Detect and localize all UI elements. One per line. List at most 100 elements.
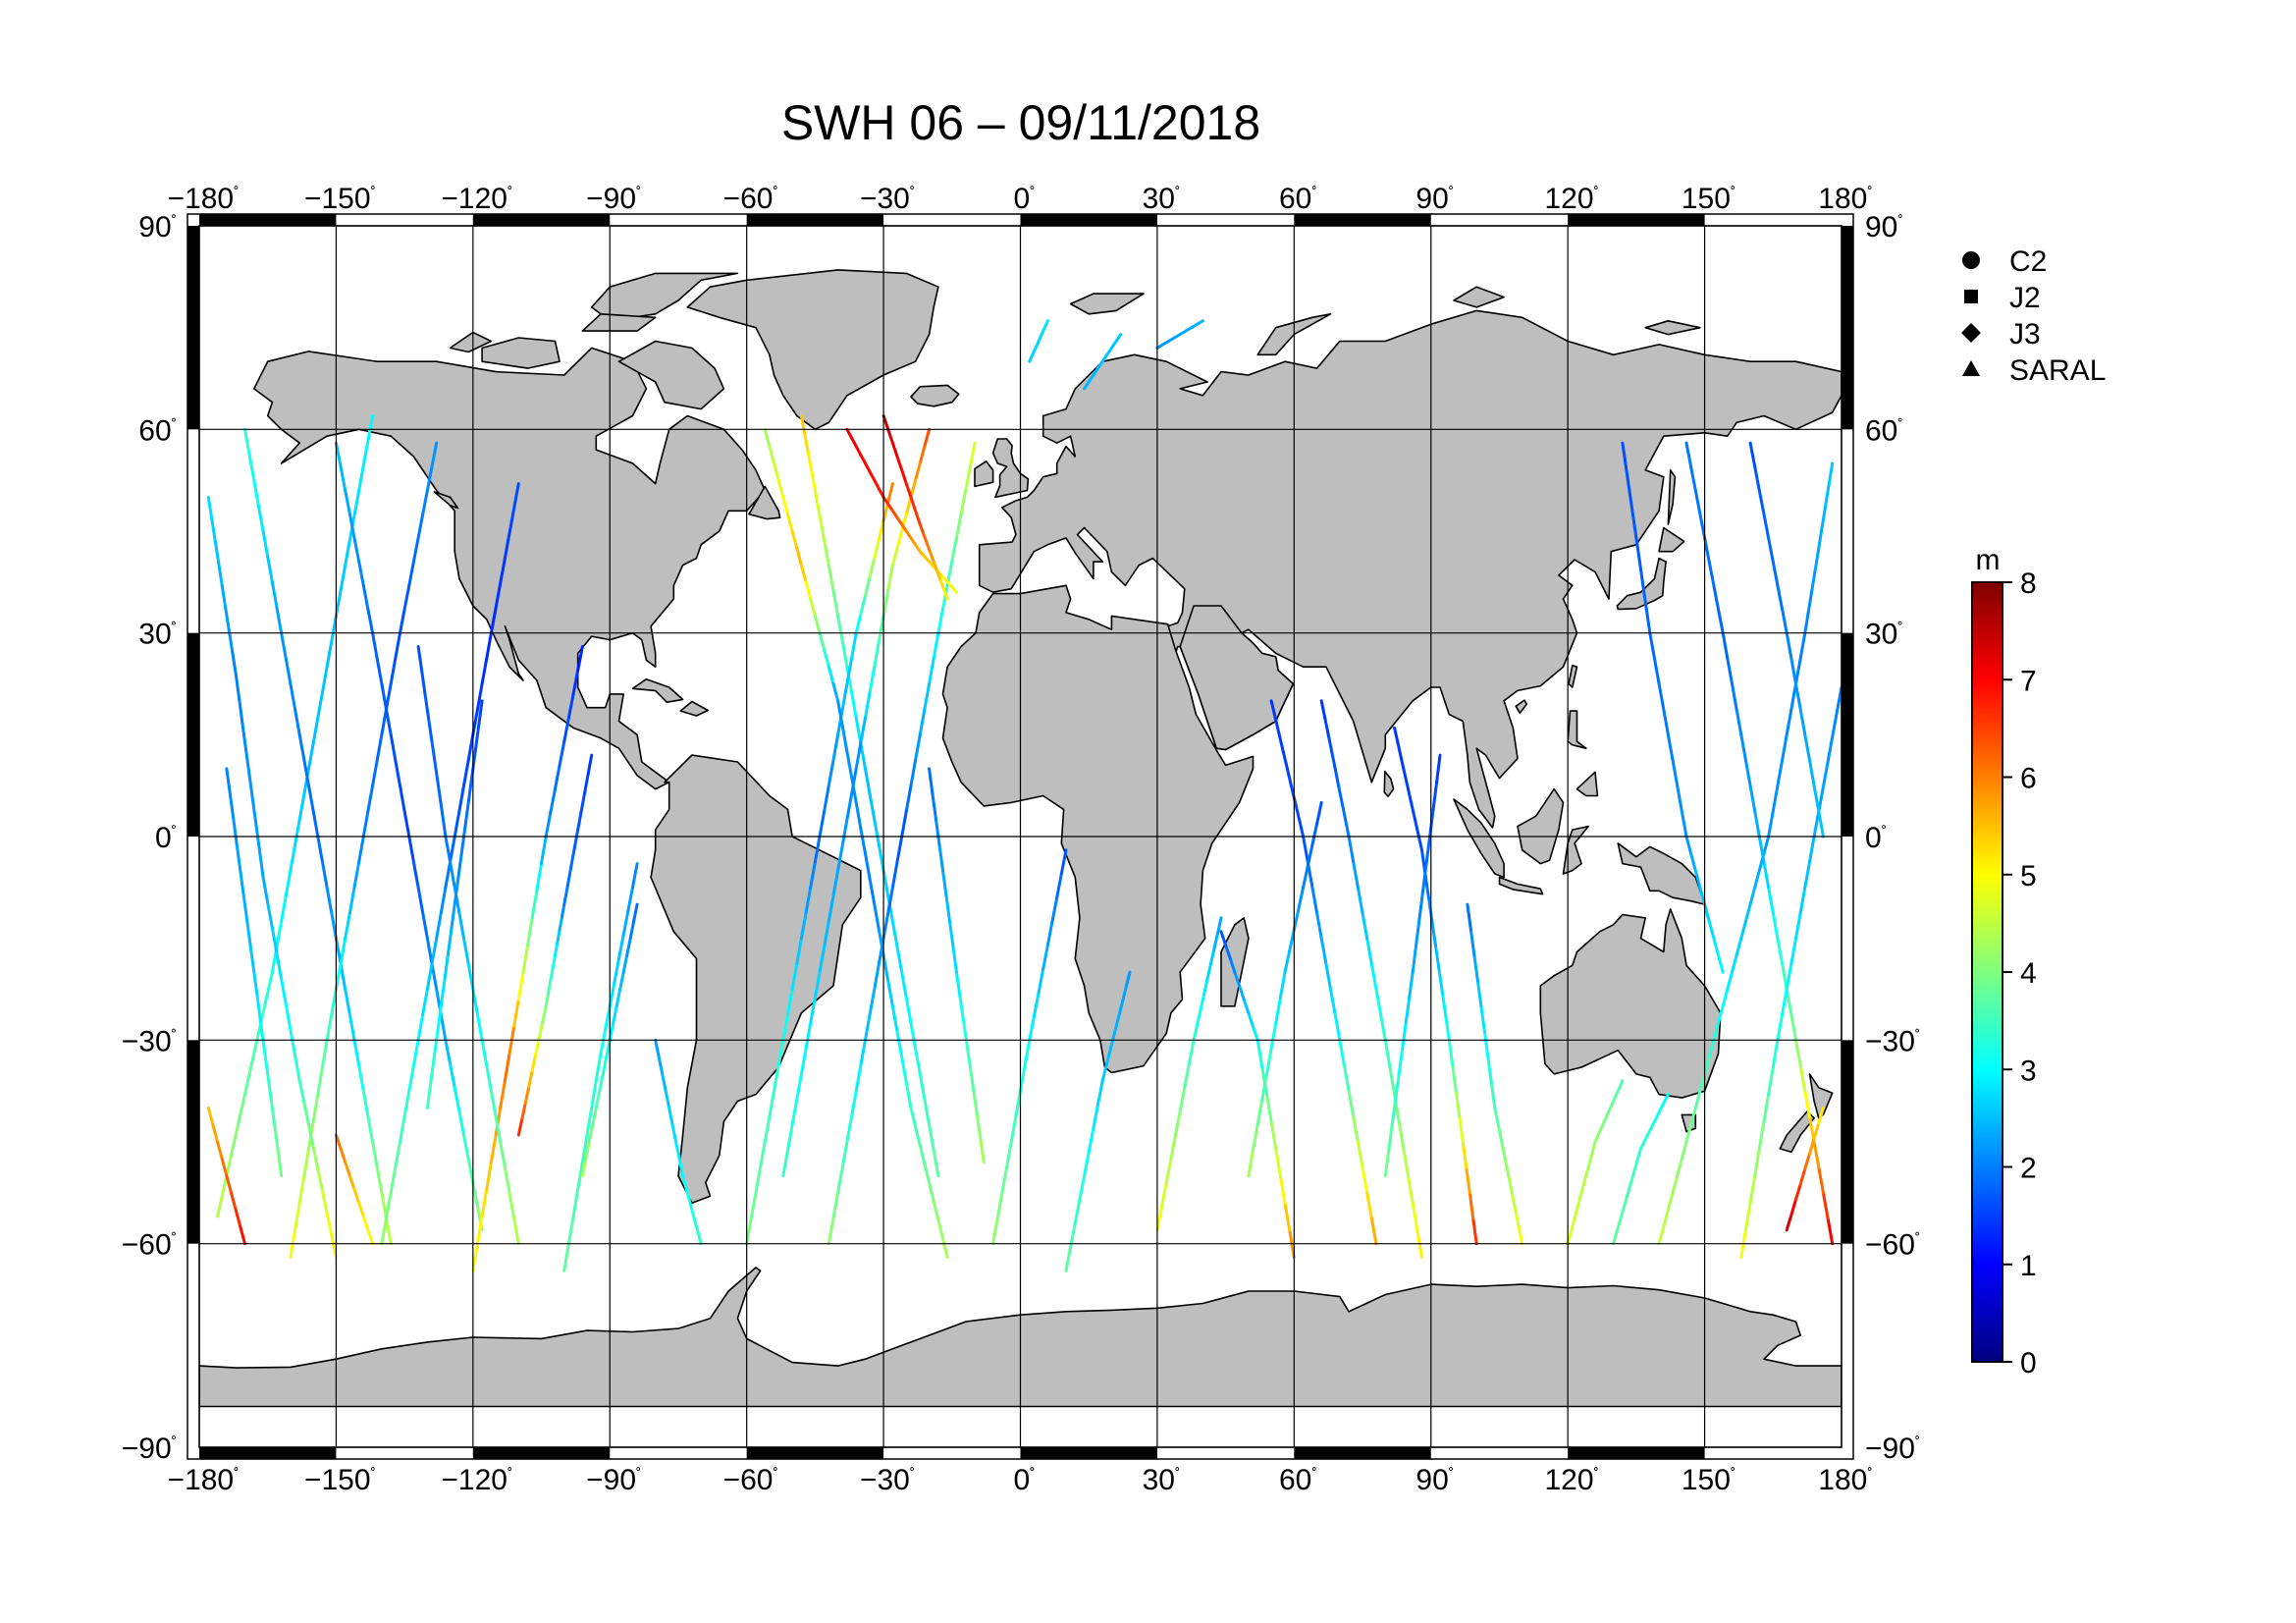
track-segment [827,564,835,592]
track-segment [1431,781,1439,811]
track-segment [823,784,830,813]
track-segment [1407,787,1414,806]
track-segment [664,1089,671,1109]
track-segment [1114,1011,1122,1028]
track-segment [371,758,379,787]
lon-tick-label: −60˚ [723,1464,778,1496]
track-segment [904,1081,913,1109]
track-segment [1785,1213,1793,1232]
track-segment [520,1101,527,1121]
track-segment [618,970,625,991]
track-segment [1411,944,1418,974]
track-segment [1404,996,1412,1025]
track-segment [1748,886,1757,906]
colorbar-tick-label: 4 [2020,957,2037,990]
track-segment [918,522,926,536]
lon-tick-label: 90˚ [1415,183,1454,215]
track-segment [430,441,439,468]
track-segment [239,1224,246,1246]
land-severnaya-zemlya [1453,286,1505,308]
track-segment [1073,1198,1082,1225]
track-segment [230,1191,238,1212]
track-segment [1338,1038,1346,1067]
track-segment [1274,1147,1282,1178]
chart-title: SWH 06 – 09/11/2018 [781,95,1260,150]
track [1083,333,1123,391]
longitude-labels-bottom: −180˚ −150˚ −120˚ −90˚ −60˚ −30˚ 0˚ 30˚ 60˚ 90˚ 12… [168,1464,1873,1496]
track-segment [344,489,351,516]
track-segment [430,962,439,991]
track-segment [1803,732,1811,762]
track-segment [1216,916,1223,935]
land-ellesmere-island [590,272,739,322]
track-segment [1812,784,1821,813]
track-segment [1776,937,1785,966]
track [1684,441,1835,1246]
track-segment [1196,1007,1202,1027]
track-segment [840,1140,849,1169]
track-segment [831,1191,840,1220]
track-segment [1315,800,1323,826]
track-segment [523,1085,531,1105]
track-segment [530,889,539,920]
track-segment [330,911,338,941]
track-segment [1111,1025,1118,1042]
track-segment [234,672,241,701]
track-segment [294,1201,301,1232]
track-segment [1753,869,1761,890]
track-segment [352,536,361,564]
track-segment [1365,1191,1373,1220]
track-segment [330,1233,338,1259]
track-segment [823,648,830,669]
track-segment [914,461,922,482]
track-segment [1776,1012,1785,1042]
track-segment [1762,513,1771,540]
track [1739,685,1842,1259]
track-segment [809,996,817,1025]
track-segment [1806,589,1814,614]
track-segment [1444,1014,1451,1042]
track-segment [1424,835,1432,866]
track-segment [540,835,548,866]
track-segment [1205,962,1212,981]
track-segment [1064,1245,1073,1272]
track-segment [489,1089,498,1118]
lat-tick-label: −60˚ [1865,1229,1920,1262]
track-segment [477,699,484,729]
track-segment [1343,1063,1351,1093]
colorbar: m 0 1 2 3 4 5 6 7 8 [1971,544,2037,1380]
track [216,414,375,1218]
track-segment [1753,1147,1761,1178]
track-segment [1401,1021,1408,1051]
track-segment [1703,536,1711,564]
track-segment [1771,1038,1780,1069]
track-segment [399,1114,406,1144]
track-segment [1794,1038,1802,1067]
lat-tick-label: 60˚ [138,414,177,447]
track-segment [923,1098,932,1127]
track-segment [466,732,475,762]
track-segment [932,560,939,573]
track-segment [261,529,270,559]
track-segment [909,478,918,499]
track-segment [1684,441,1693,468]
track-segment [1344,818,1351,839]
track-segment [904,495,913,516]
track-segment [334,1133,343,1151]
track-segment [549,966,555,983]
track-segment [781,1012,789,1042]
track-segment [276,1149,284,1178]
track-segment [361,583,370,611]
track-segment [330,988,338,1016]
track-segment [864,690,872,720]
track-segment [803,433,810,455]
lon-tick-label: 60˚ [1279,183,1317,215]
track-segment [270,926,279,955]
track-segment [1717,953,1725,974]
track-segment [357,560,365,587]
track-segment [1748,1174,1757,1205]
track-segment [231,650,238,676]
track-segment [571,669,580,696]
track-segment [360,452,368,473]
track-segment [1767,1065,1775,1097]
